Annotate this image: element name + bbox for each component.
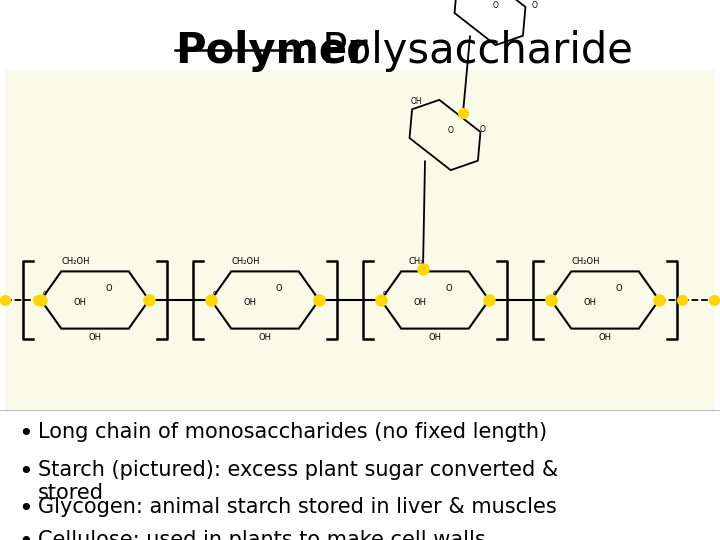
Text: OH: OH [428, 333, 441, 342]
Text: O: O [445, 284, 452, 293]
Text: OH: OH [73, 298, 86, 307]
Text: OH: OH [258, 333, 271, 342]
Text: o: o [383, 290, 387, 296]
Text: O: O [275, 284, 282, 293]
Text: OH: OH [243, 298, 256, 307]
Text: CH₂: CH₂ [408, 258, 424, 266]
Text: Long chain of monosaccharides (no fixed length): Long chain of monosaccharides (no fixed … [38, 422, 547, 442]
FancyBboxPatch shape [5, 70, 715, 410]
Text: •: • [18, 497, 32, 521]
Text: OH: OH [89, 333, 102, 342]
Text: Glycogen: animal starch stored in liver & muscles: Glycogen: animal starch stored in liver … [38, 497, 557, 517]
Text: O: O [480, 125, 486, 134]
Text: O: O [105, 284, 112, 293]
Text: O: O [448, 126, 454, 135]
Text: CH₂OH: CH₂OH [232, 258, 261, 266]
Text: Cellulose: used in plants to make cell walls: Cellulose: used in plants to make cell w… [38, 530, 486, 540]
Text: OH: OH [413, 298, 426, 307]
Text: o: o [553, 290, 557, 296]
Text: : Polysaccharide: : Polysaccharide [295, 30, 633, 72]
Text: OH: OH [598, 333, 611, 342]
Text: •: • [18, 422, 32, 446]
Text: CH₂OH: CH₂OH [62, 258, 91, 266]
Text: CH₂OH: CH₂OH [572, 258, 600, 266]
Text: O: O [493, 1, 499, 10]
Text: •: • [18, 530, 32, 540]
Text: •: • [18, 460, 32, 484]
Text: O: O [615, 284, 622, 293]
Text: Starch (pictured): excess plant sugar converted &
stored: Starch (pictured): excess plant sugar co… [38, 460, 558, 503]
Text: O: O [532, 1, 538, 10]
Text: o: o [43, 290, 48, 296]
Text: OH: OH [583, 298, 596, 307]
Text: o: o [213, 290, 217, 296]
Text: OH: OH [410, 97, 422, 106]
Text: Polymer: Polymer [175, 30, 368, 72]
